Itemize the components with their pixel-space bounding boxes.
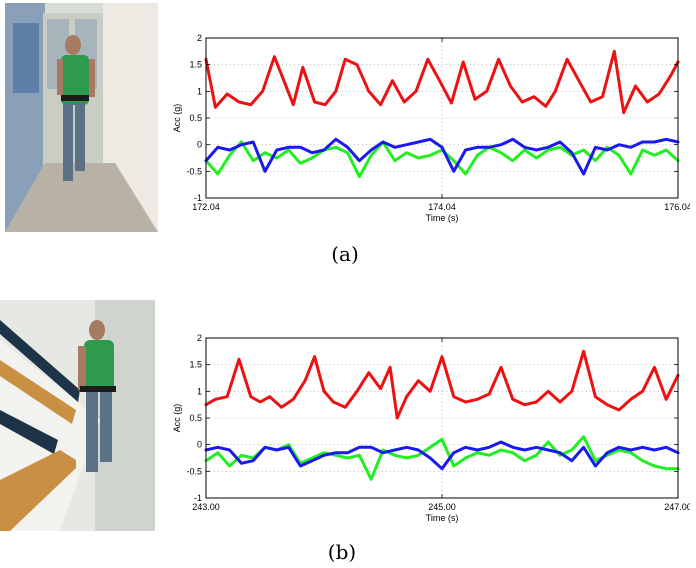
y-axis-label: Acc (g) xyxy=(172,104,182,133)
x-tick-label: 172.04 xyxy=(192,202,220,212)
x-axis-label: Time (s) xyxy=(426,513,459,523)
y-tick-label: -0.5 xyxy=(186,466,202,476)
caption-a: (a) xyxy=(331,242,359,266)
y-tick-label: 1 xyxy=(197,386,202,396)
y-tick-label: 0.5 xyxy=(189,113,202,123)
caption-b: (b) xyxy=(327,540,357,564)
y-tick-label: 2 xyxy=(197,33,202,43)
x-tick-label: 174.04 xyxy=(428,202,456,212)
y-tick-label: 1 xyxy=(197,86,202,96)
y-tick-label: 0.5 xyxy=(189,413,202,423)
x-tick-label: 243.00 xyxy=(192,502,220,512)
y-tick-label: -0.5 xyxy=(186,166,202,176)
series-line-2 xyxy=(204,440,680,471)
x-tick-label: 176.04 xyxy=(664,202,690,212)
series-line-1 xyxy=(204,435,680,481)
x-axis-label: Time (s) xyxy=(426,213,459,223)
y-tick-label: 0 xyxy=(197,440,202,450)
series-line-2 xyxy=(204,137,680,176)
chart-b: -1 -0.5 0 0.5 1 1.5 2 243.00 245.00 247.00 Time (s… xyxy=(172,333,690,523)
y-tick-label: 1.5 xyxy=(189,60,202,70)
photo-climbing-stairs xyxy=(0,300,155,531)
series-line-0 xyxy=(204,349,680,420)
photo-walking-corridor xyxy=(5,3,158,232)
y-tick-label: 0 xyxy=(197,140,202,150)
x-tick-label: 247.00 xyxy=(664,502,690,512)
y-tick-label: 2 xyxy=(197,333,202,343)
x-tick-label: 245.00 xyxy=(428,502,456,512)
y-tick-label: -1 xyxy=(194,493,202,503)
y-tick-label: 1.5 xyxy=(189,360,202,370)
y-axis-label: Acc (g) xyxy=(172,404,182,433)
chart-a: -1 -0.5 0 0.5 1 1.5 2 172.04 174.04 176.04 Time (s… xyxy=(172,33,690,223)
series-line-0 xyxy=(204,49,680,115)
y-tick-label: -1 xyxy=(194,193,202,203)
